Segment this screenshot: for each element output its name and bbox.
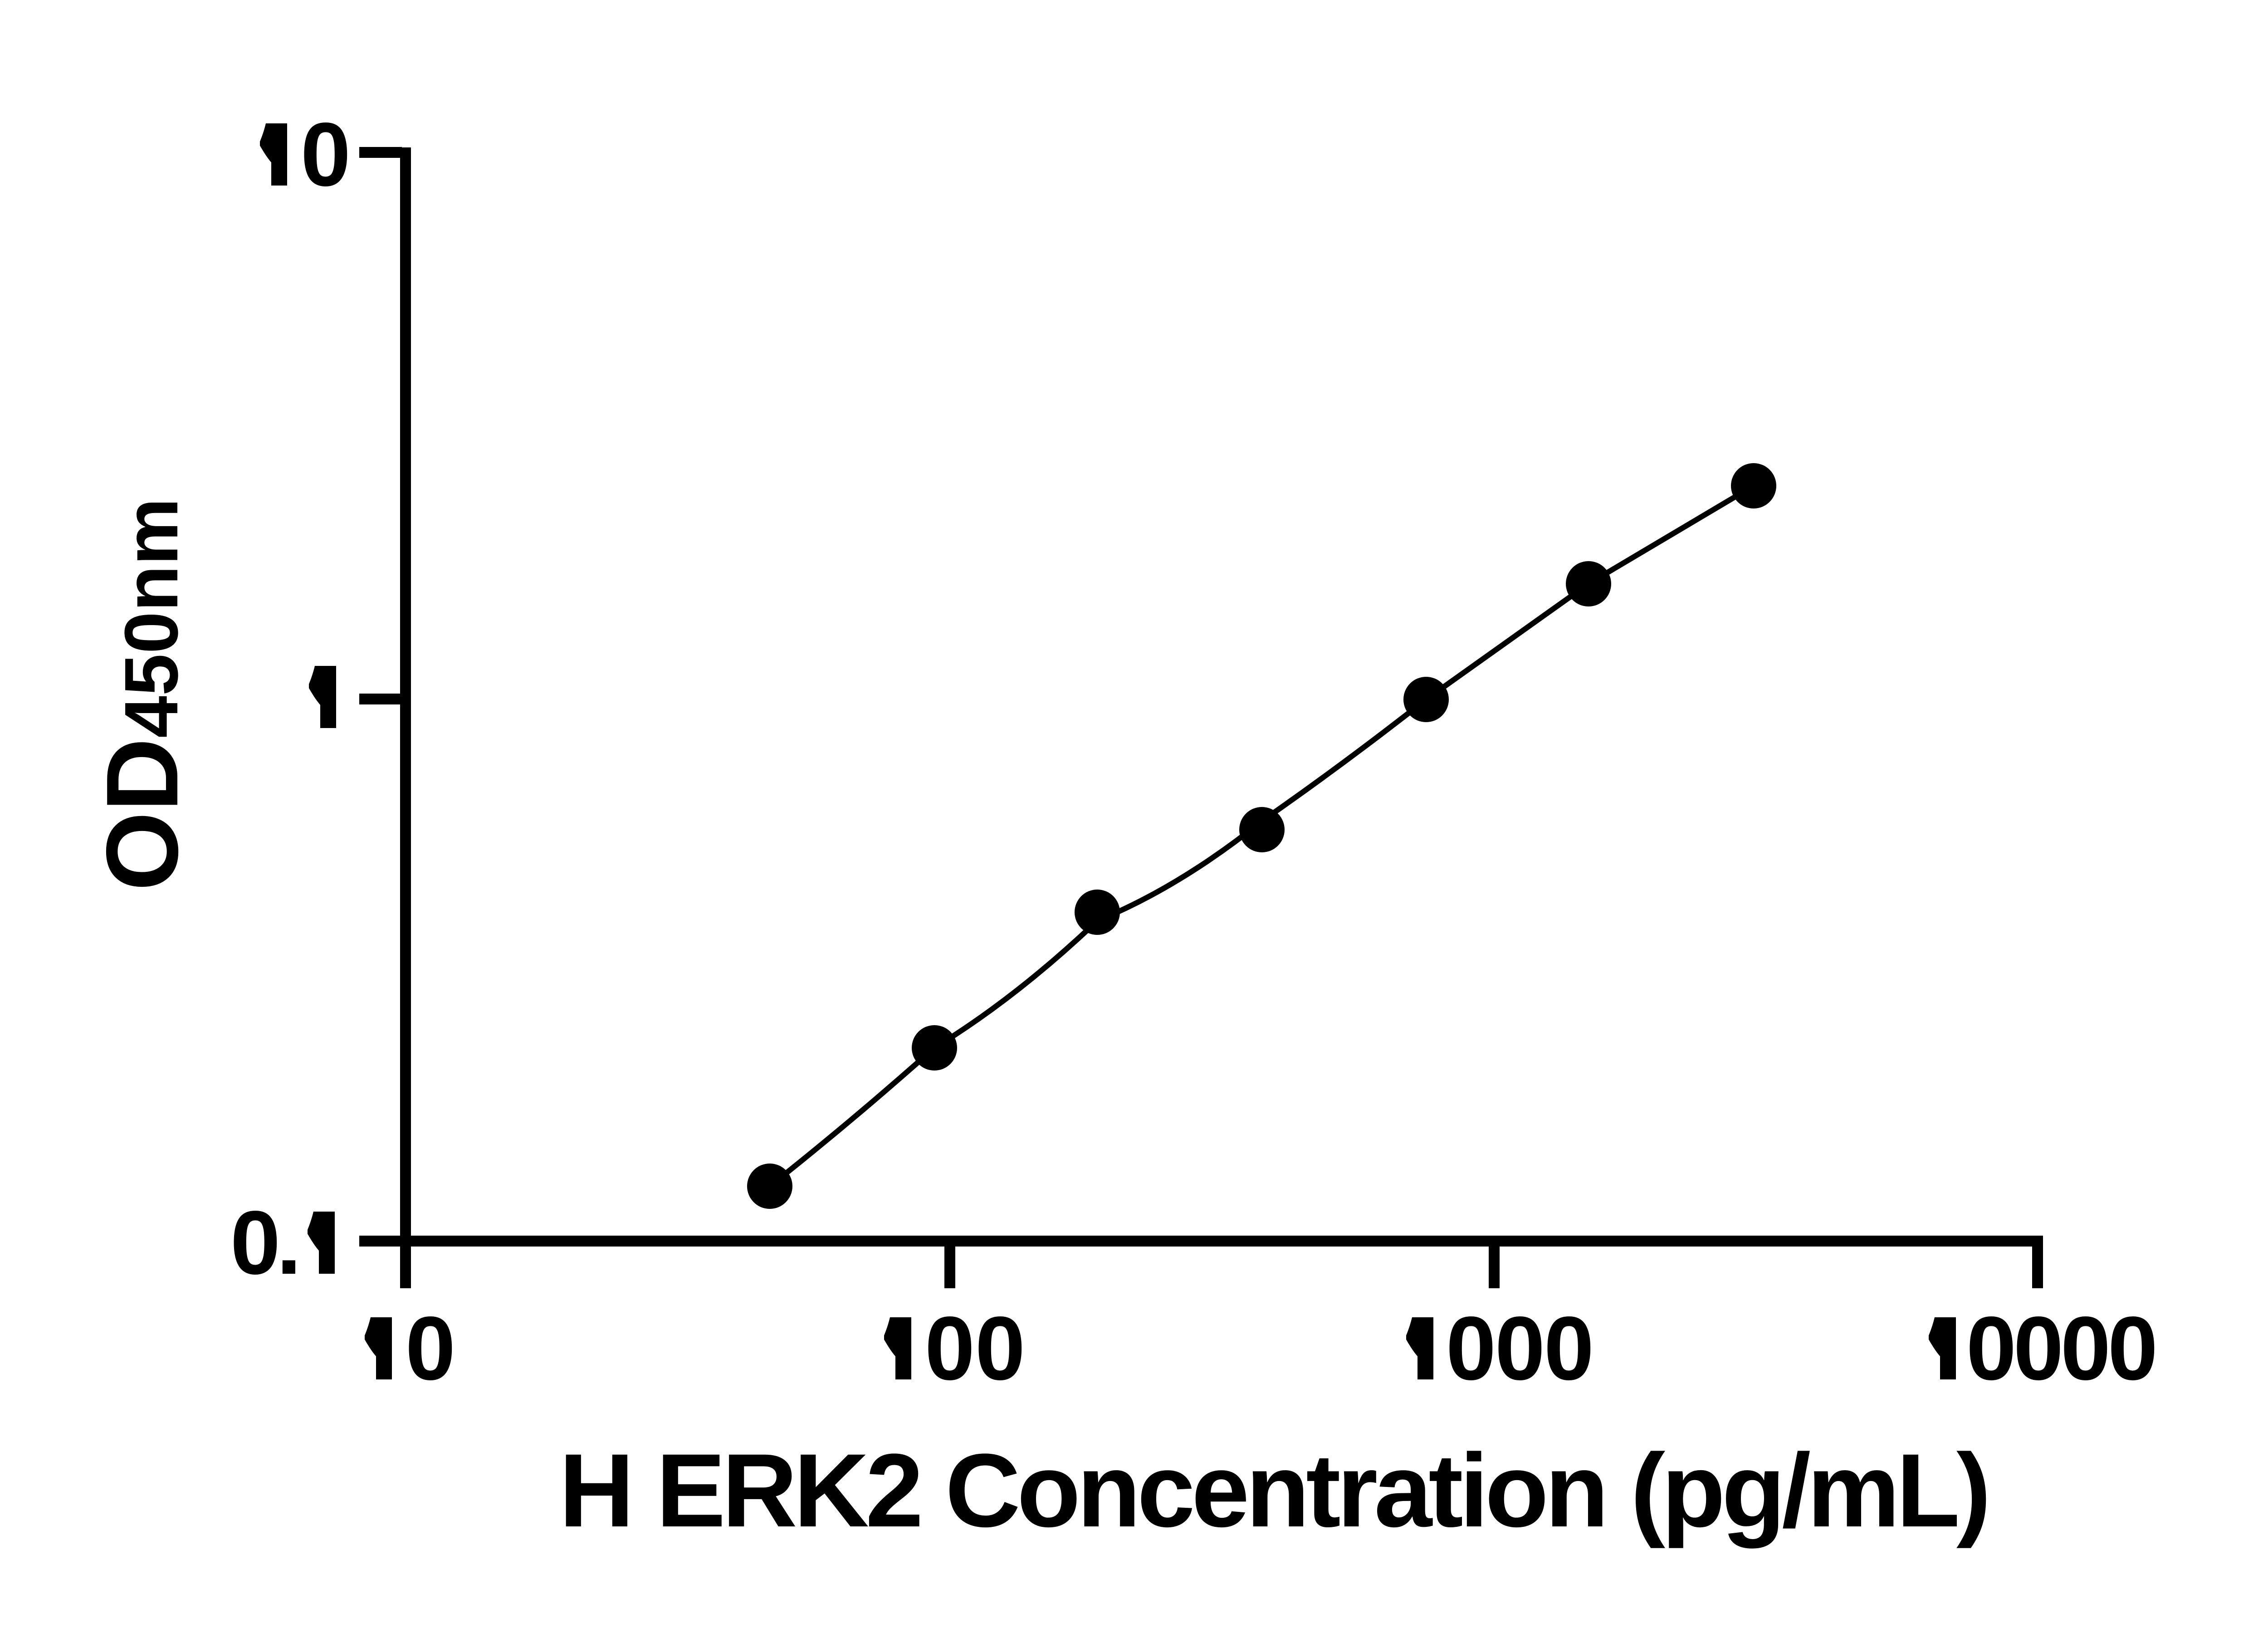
svg-text:0: 0 [2061,1298,2111,1399]
svg-text:.: . [276,1193,301,1293]
svg-text:0: 0 [1544,1298,1594,1399]
svg-text:0: 0 [1495,1298,1545,1399]
svg-text:OD450nm: OD450nm [85,498,199,891]
svg-text:0: 0 [406,1298,456,1399]
svg-text:0: 0 [1446,1298,1496,1399]
svg-text:0: 0 [975,1298,1026,1399]
svg-text:0: 0 [230,1193,281,1293]
svg-text:0: 0 [301,104,351,205]
svg-text:0: 0 [2108,1298,2158,1399]
svg-text:0: 0 [1966,1298,2017,1399]
svg-text:0: 0 [925,1298,975,1399]
svg-text:H ERK2 Concentration (pg/mL): H ERK2 Concentration (pg/mL) [559,1432,1987,1549]
svg-text:0: 0 [2014,1298,2064,1399]
